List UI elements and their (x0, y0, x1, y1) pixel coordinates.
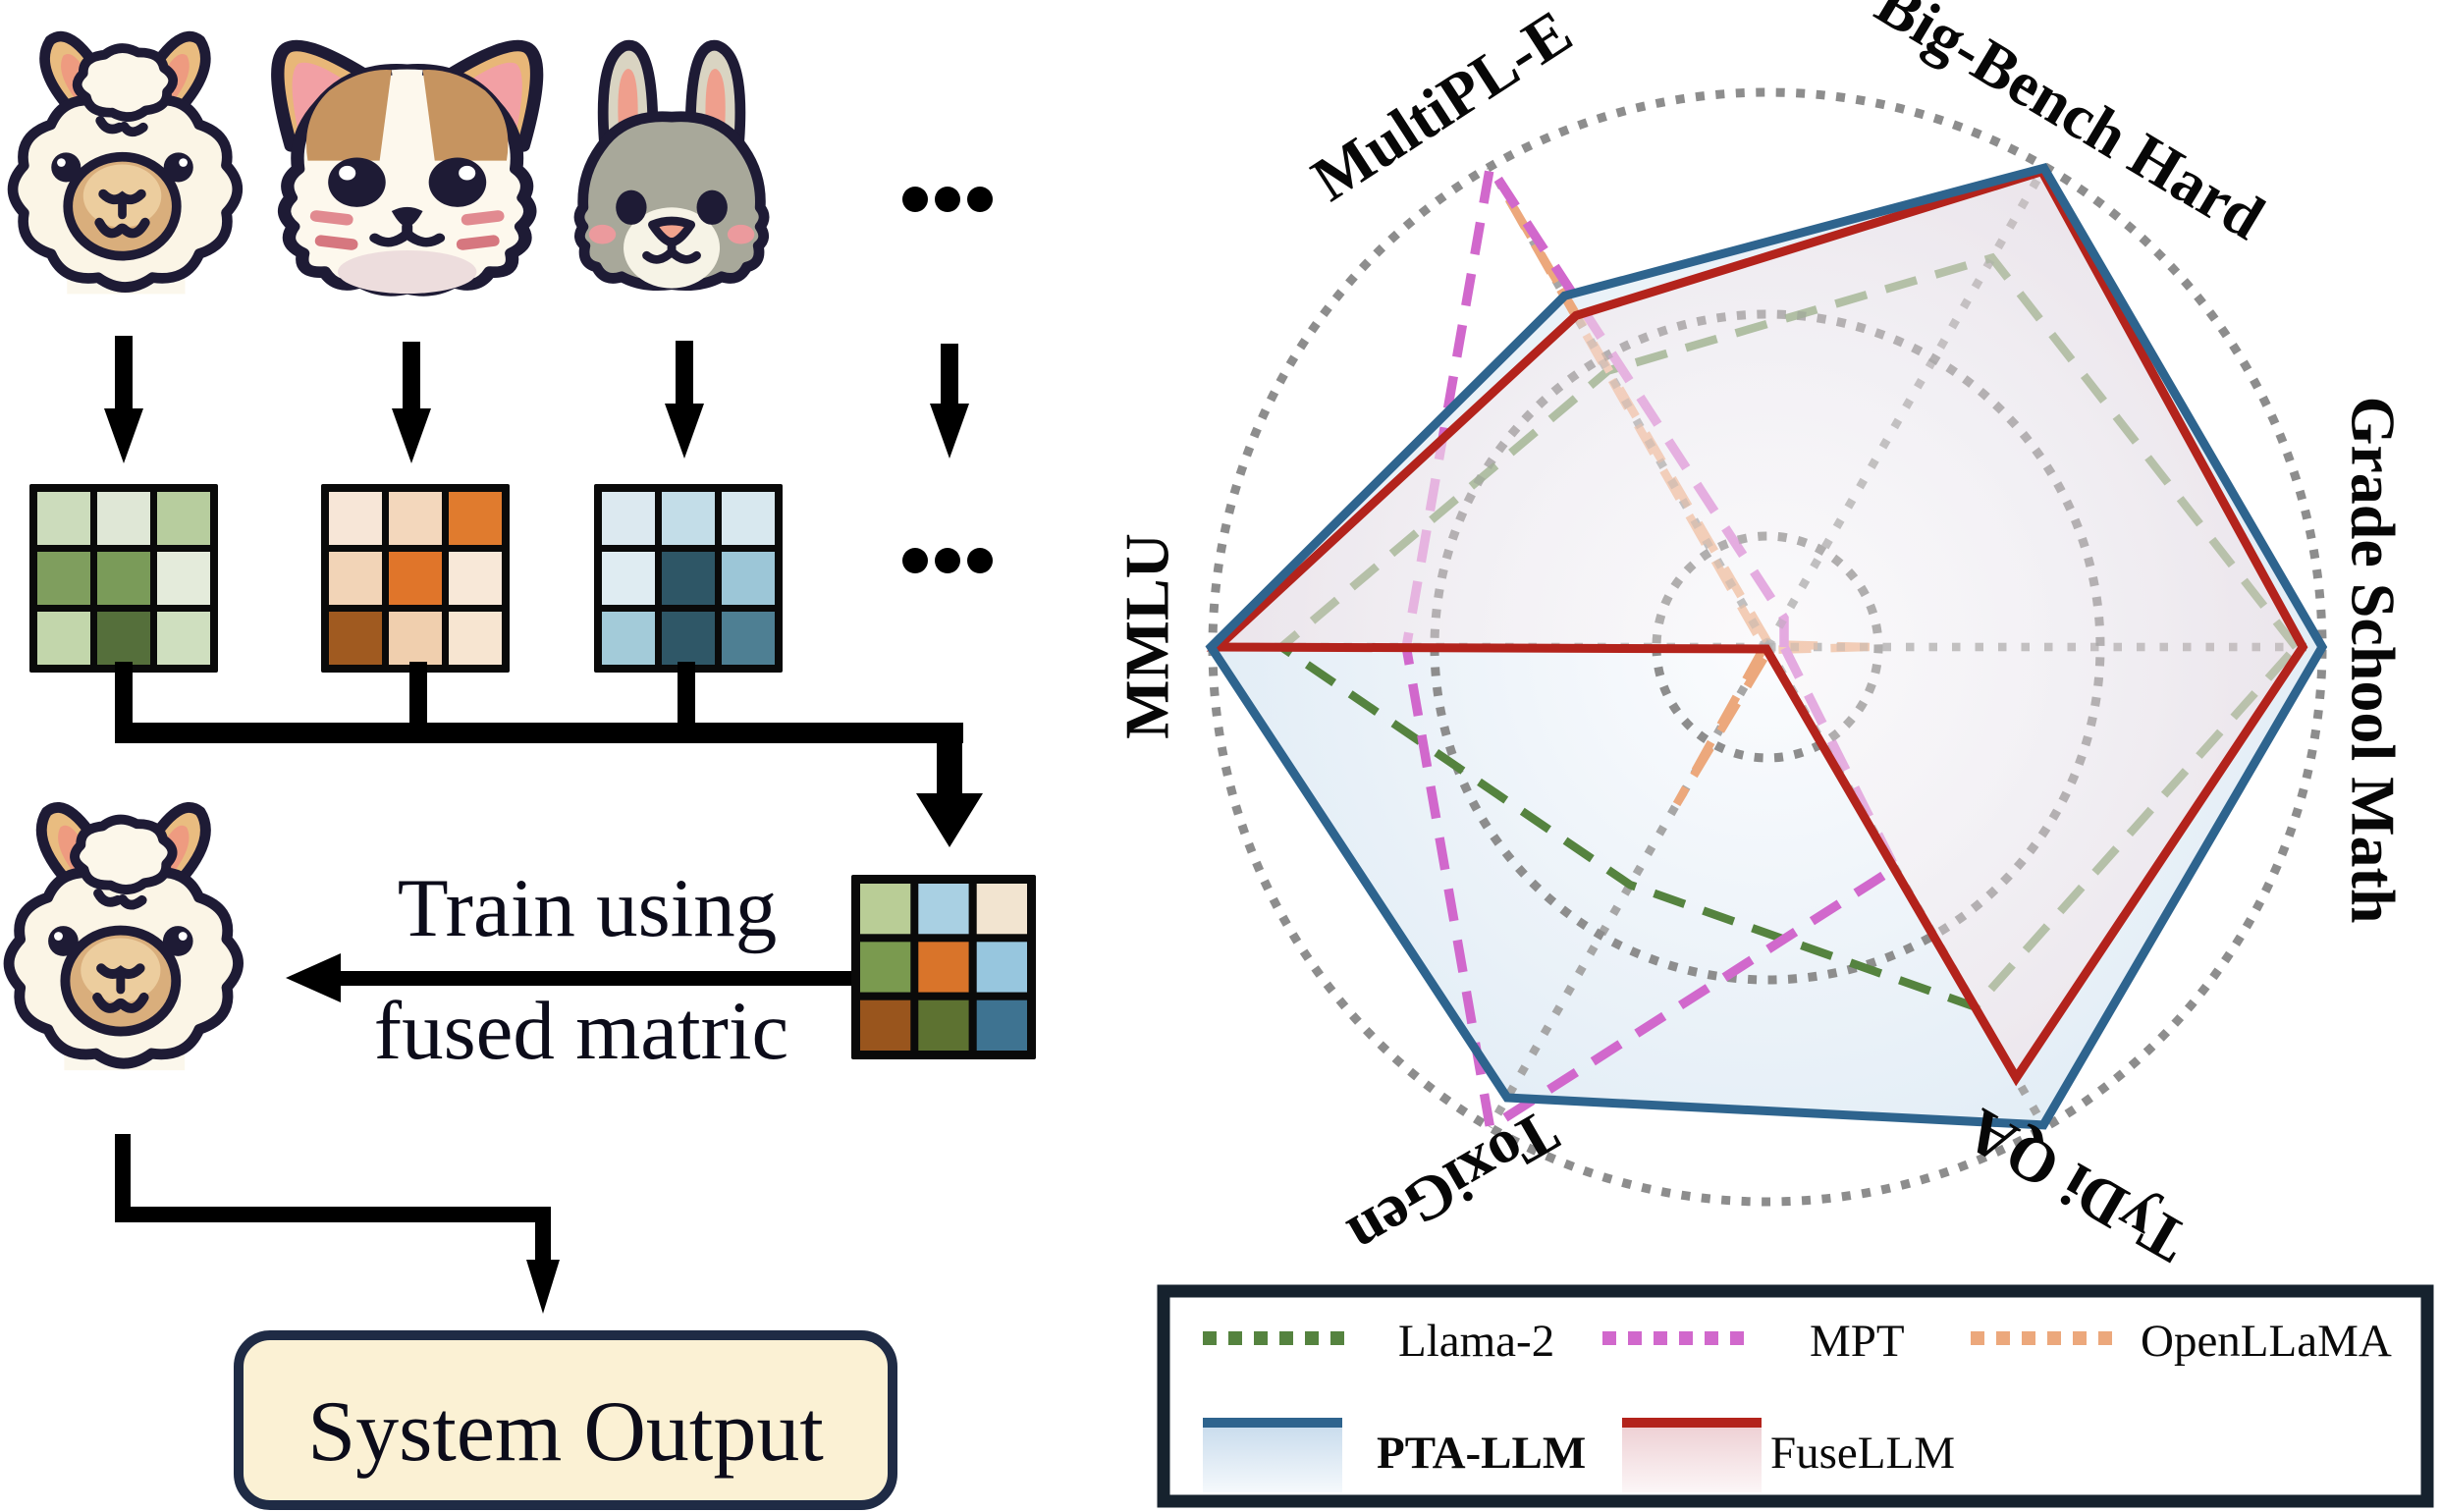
svg-text:OpenLLaMA: OpenLLaMA (2141, 1316, 2392, 1367)
svg-text:FuseLLM: FuseLLM (1770, 1428, 1955, 1479)
svg-text:fused matric: fused matric (374, 985, 788, 1077)
svg-text:MMLU: MMLU (1112, 533, 1182, 739)
svg-text:ToxiGen: ToxiGen (1337, 1097, 1570, 1271)
svg-text:Grade School Math: Grade School Math (2338, 397, 2408, 924)
svg-text:TyDi QA: TyDi QA (1954, 1096, 2197, 1276)
svg-text:Train using: Train using (398, 862, 778, 954)
svg-text:PTA-LLM: PTA-LLM (1377, 1428, 1586, 1479)
svg-text:Llama-2: Llama-2 (1398, 1316, 1554, 1367)
svg-text:MultiPL-E: MultiPL-E (1300, 0, 1584, 214)
svg-text:MPT: MPT (1810, 1316, 1905, 1367)
svg-text:System Output: System Output (307, 1384, 824, 1480)
